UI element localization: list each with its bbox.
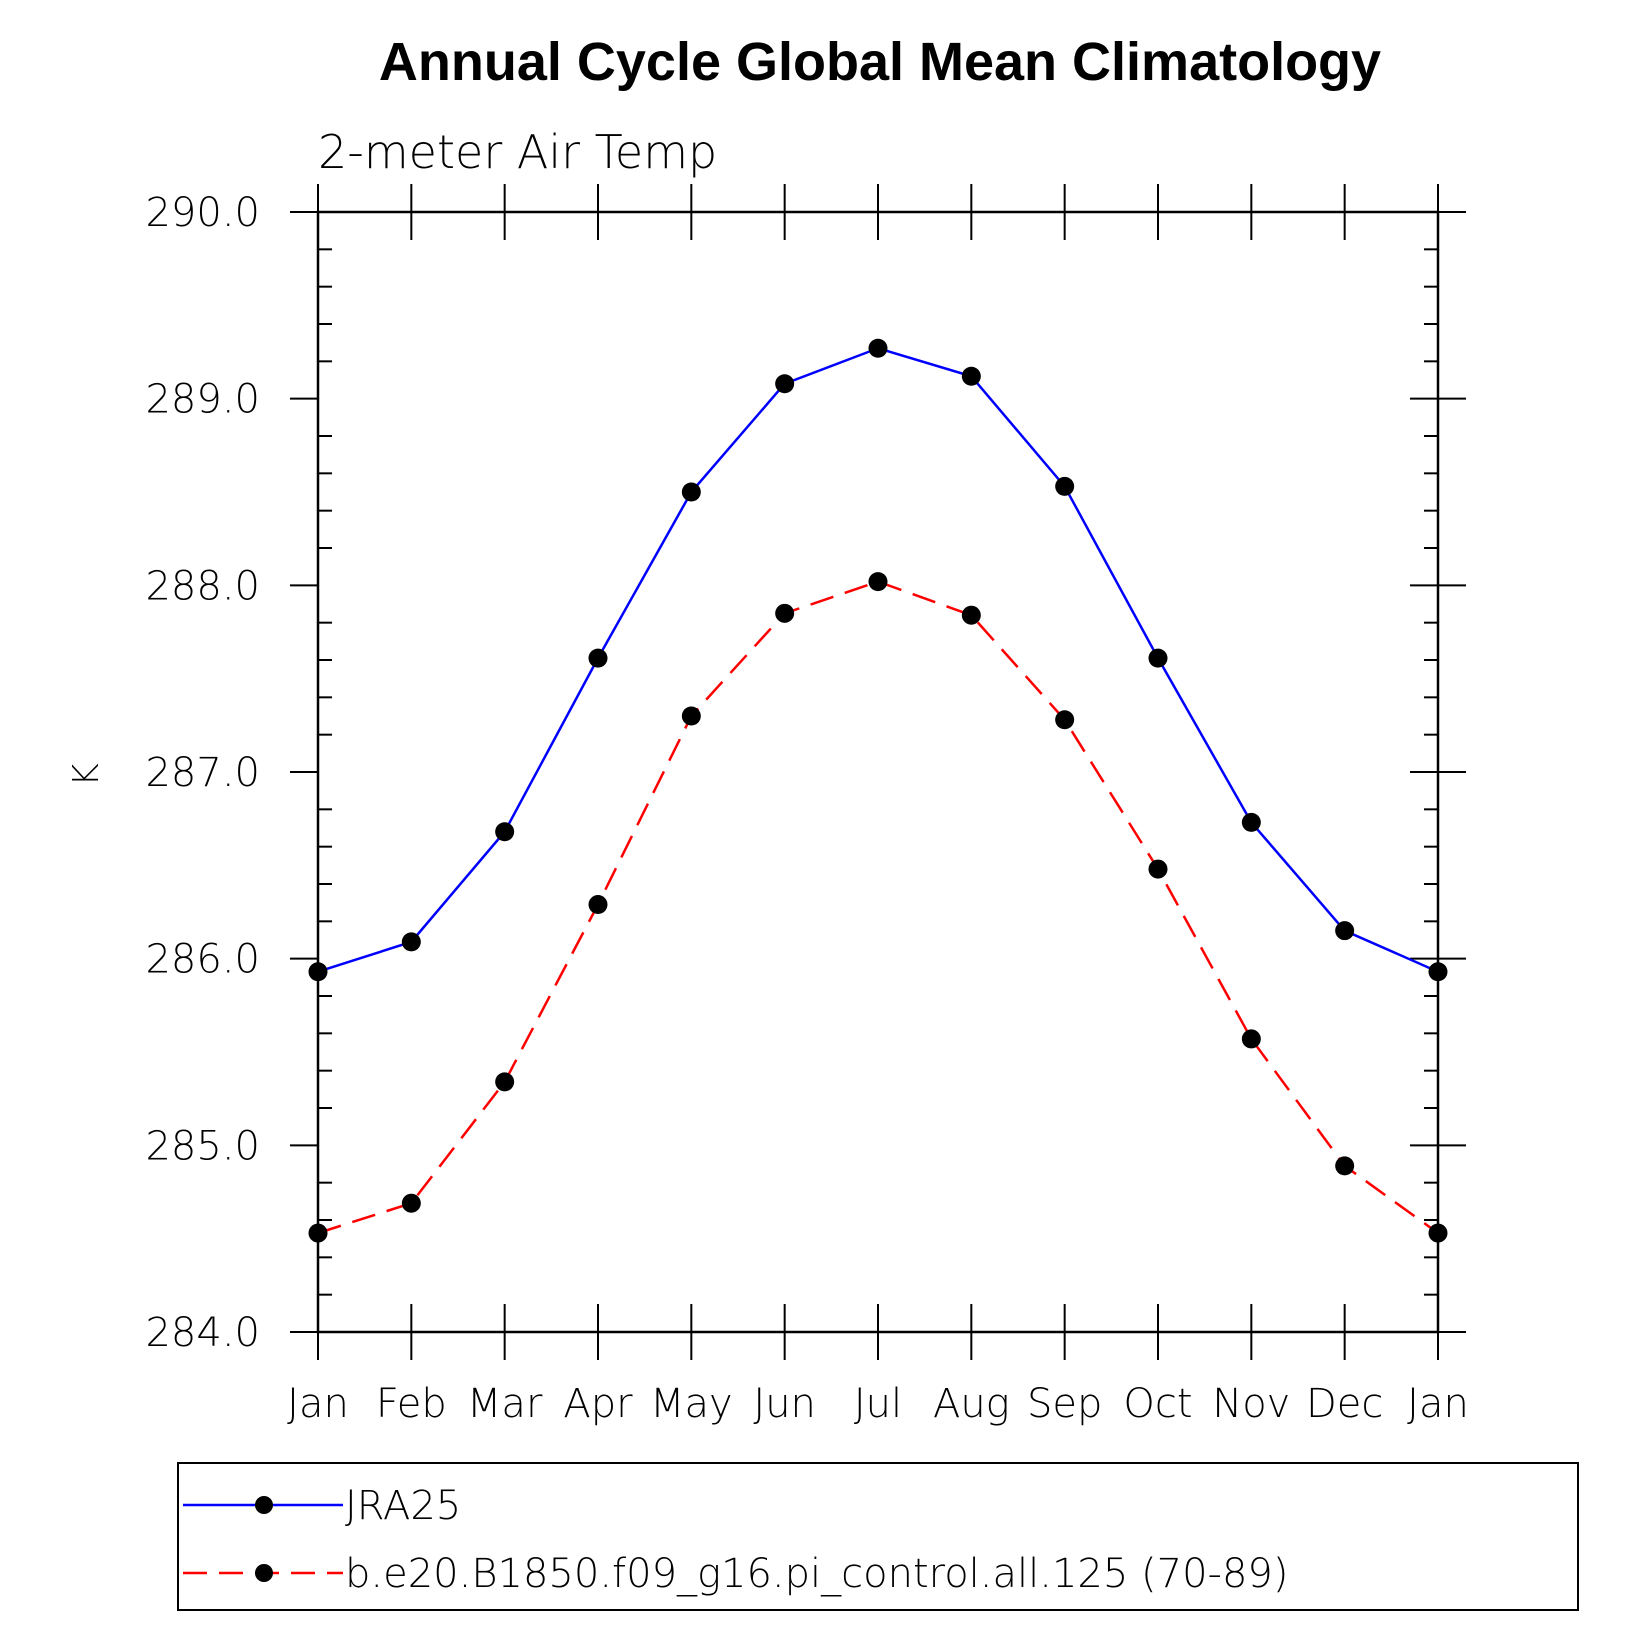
y-tick-label: 288.0	[145, 563, 260, 609]
series-line-0	[317, 346, 1439, 973]
x-tick-label: Apr	[563, 1381, 633, 1427]
x-tick-label: Jul	[854, 1381, 902, 1427]
x-tick-label: Dec	[1306, 1381, 1383, 1427]
y-tick-label: 287.0	[145, 750, 260, 796]
x-tick-labels: Jan Feb Mar Apr May Jun Jul Aug Sep Oct Nov Dec Jan	[287, 1381, 1469, 1427]
series-0-point	[1241, 812, 1261, 832]
series-0-point	[868, 338, 888, 358]
x-tick-label: Jun	[753, 1381, 816, 1427]
y-axis-label: K	[66, 763, 107, 787]
x-tick-label: Sep	[1027, 1381, 1102, 1427]
series-1-point	[775, 603, 795, 623]
x-tick-label: Mar	[467, 1381, 543, 1427]
chart-title: Annual Cycle Global Mean Climatology	[379, 32, 1381, 92]
series-1-point	[1148, 859, 1168, 879]
y-tick-label: 284.0	[145, 1310, 260, 1356]
chart-subtitle: 2-meter Air Temp	[318, 125, 717, 179]
series-1-point	[308, 1223, 328, 1243]
series-1-point	[961, 605, 981, 625]
plot-frame	[316, 210, 1440, 1334]
series-0-point	[1428, 962, 1448, 982]
series-0-point	[961, 366, 981, 386]
series-0-point	[1055, 476, 1075, 496]
series-1-point	[401, 1193, 421, 1213]
x-tick-label: Jan	[287, 1381, 349, 1427]
series-0-point	[308, 962, 328, 982]
y-tick-label: 286.0	[145, 937, 260, 983]
series-0-point	[588, 648, 608, 668]
series-1-point	[1055, 710, 1075, 730]
series-1-point	[588, 895, 608, 915]
x-tick-label: Jan	[1407, 1381, 1469, 1427]
y-tick-label: 289.0	[145, 377, 260, 423]
legend-box	[177, 1462, 1579, 1611]
x-tick-label: Feb	[376, 1381, 447, 1427]
series-layer	[308, 338, 1448, 1243]
series-0-point	[401, 932, 421, 952]
y-tick-label: 285.0	[145, 1123, 260, 1169]
x-tick-label: Oct	[1123, 1381, 1192, 1427]
series-1-point	[1428, 1223, 1448, 1243]
series-1-point	[1335, 1156, 1355, 1176]
series-0-point	[495, 822, 515, 842]
series-0-point	[1335, 921, 1355, 941]
series-1-point	[868, 572, 888, 592]
legend-marker-jra25	[255, 1496, 273, 1514]
x-tick-label: Nov	[1212, 1381, 1290, 1427]
legend-label-jra25: JRA25	[345, 1483, 461, 1529]
series-1-point	[1241, 1029, 1261, 1049]
major-ticks	[290, 184, 1466, 1360]
y-tick-label: 290.0	[145, 190, 260, 236]
legend-marker-model	[255, 1564, 273, 1582]
series-line-1	[317, 580, 1439, 1235]
series-0-point	[775, 374, 795, 394]
series-1-point	[681, 706, 701, 726]
minor-ticks	[318, 248, 1438, 1296]
series-0-point	[681, 482, 701, 502]
legend-label-model: b.e20.B1850.f09_g16.pi_control.all.125 (…	[345, 1551, 1288, 1597]
series-1-point	[495, 1072, 515, 1092]
legend: JRA25 b.e20.B1850.f09_g16.pi_control.all…	[177, 1462, 1579, 1611]
y-tick-labels: 284.0 285.0 286.0 287.0 288.0 289.0 290.0	[145, 190, 260, 1356]
x-tick-label: May	[650, 1381, 733, 1427]
x-tick-label: Aug	[933, 1381, 1010, 1427]
series-0-point	[1148, 648, 1168, 668]
